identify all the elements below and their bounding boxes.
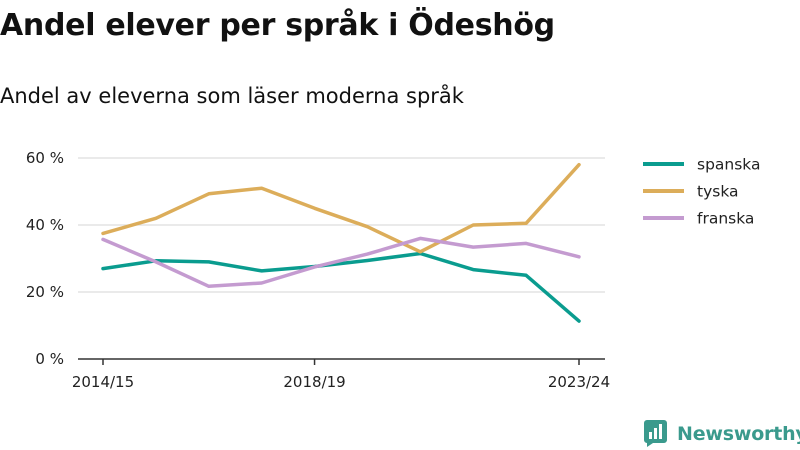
chart-subtitle: Andel av eleverna som läser moderna språ… — [0, 84, 464, 108]
legend-label-spanska: spanska — [697, 156, 761, 174]
series-line-franska — [101, 236, 581, 289]
x-tick-label: 2014/15 — [72, 373, 134, 391]
series-line-spanska — [101, 251, 581, 323]
chart-title: Andel elever per språk i Ödeshög — [0, 8, 555, 43]
y-tick-label: 20 % — [26, 283, 64, 301]
brand-name: Newsworthy — [677, 422, 800, 445]
legend-label-franska: franska — [697, 210, 754, 228]
legend-label-tyska: tyska — [697, 183, 739, 201]
legend: spanska tyska franska — [643, 156, 761, 228]
axes: 0 % 20 % 40 % 60 % 2014/15 2018/19 2023/24 — [26, 149, 610, 391]
brand-logo: Newsworthy — [644, 420, 800, 447]
newsworthy-logo-icon — [644, 420, 667, 447]
y-tick-label: 60 % — [26, 149, 64, 167]
y-tick-label: 40 % — [26, 216, 64, 234]
series-lines — [101, 162, 581, 323]
y-tick-label: 0 % — [35, 350, 64, 368]
x-tick-label: 2018/19 — [283, 373, 345, 391]
series-line-tyska — [101, 162, 581, 254]
x-tick-label: 2023/24 — [548, 373, 610, 391]
